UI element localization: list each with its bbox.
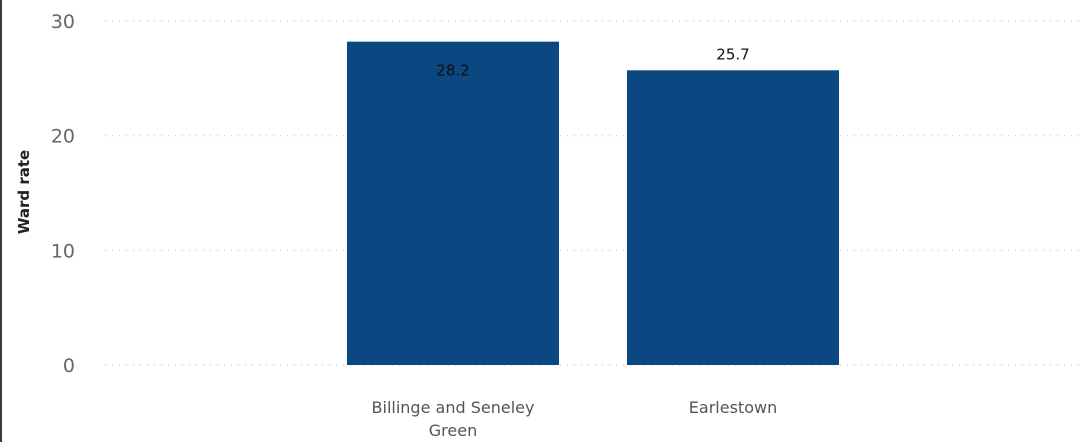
bars [347,41,839,365]
data-labels: 28.2 25.7 [436,45,749,79]
gridlines [105,20,1085,366]
bar [627,70,839,365]
x-category-label: Earlestown [689,398,777,417]
x-category-label: Billinge and Seneley Green [372,398,535,440]
data-label: 28.2 [436,62,469,80]
y-tick-label: 20 [51,126,75,148]
y-tick-label: 10 [51,240,75,262]
y-axis-ticks: 0 10 20 30 [51,11,75,377]
left-border [0,0,2,442]
bar [347,41,559,365]
data-label: 25.7 [716,45,749,63]
x-axis-labels: Billinge and Seneley Green Earlestown [372,398,778,440]
y-axis-title: Ward rate [15,150,33,234]
y-tick-label: 30 [51,11,75,33]
y-tick-label: 0 [63,355,75,377]
